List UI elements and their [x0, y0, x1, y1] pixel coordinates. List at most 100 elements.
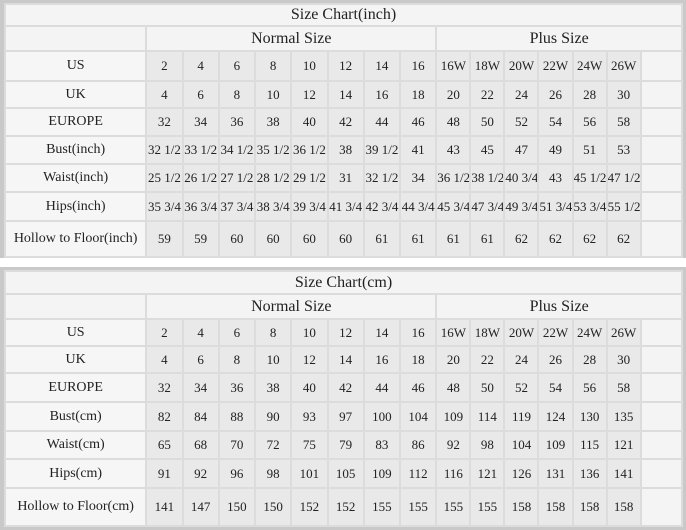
- size-value-cell: 55 1/2: [605, 191, 642, 222]
- size-value-cell: 32 1/2: [362, 163, 402, 193]
- size-value-cell: 50: [469, 372, 506, 403]
- row-label: Hips(inch): [3, 191, 148, 222]
- size-value-cell: 6: [217, 50, 257, 82]
- size-value-cell: 65: [145, 430, 184, 460]
- size-value-cell: 26: [537, 80, 574, 109]
- table-row: Hollow to Floor(inch) 59 59 60 60 60 60 61 61 61 6…: [3, 220, 684, 258]
- size-value-cell: 141: [145, 487, 184, 527]
- size-value-cell: 49: [537, 135, 574, 165]
- size-value-cell: 26 1/2: [181, 163, 220, 193]
- empty-cell: [639, 372, 684, 403]
- size-value-cell: 28: [571, 345, 608, 374]
- row-label: Waist(inch): [3, 163, 148, 193]
- size-value-cell: 43: [435, 135, 472, 165]
- size-value-cell: 86: [399, 430, 438, 460]
- size-value-cell: 22W: [537, 50, 574, 82]
- size-value-cell: 56: [571, 107, 608, 137]
- plus-size-header: Plus Size: [435, 25, 683, 52]
- size-value-cell: 83: [362, 430, 402, 460]
- size-value-cell: 109: [435, 401, 472, 432]
- size-value-cell: 97: [326, 401, 365, 432]
- size-value-cell: 14: [362, 318, 402, 347]
- size-value-cell: 31: [326, 163, 365, 193]
- size-value-cell: 124: [537, 401, 574, 432]
- size-value-cell: 20W: [503, 318, 540, 347]
- size-value-cell: 20: [435, 345, 472, 374]
- empty-cell: [639, 458, 684, 489]
- size-table: Size Chart(cm) Normal Size Plus Size US 2 4 6 8…: [3, 270, 684, 527]
- size-value-cell: 60: [290, 220, 329, 258]
- size-value-cell: 155: [399, 487, 438, 527]
- size-value-cell: 59: [145, 220, 184, 258]
- size-value-cell: 28 1/2: [254, 163, 293, 193]
- size-value-cell: 93: [290, 401, 329, 432]
- size-value-cell: 155: [435, 487, 472, 527]
- size-value-cell: 42: [326, 107, 365, 137]
- size-value-cell: 14: [326, 345, 365, 374]
- size-value-cell: 46: [399, 107, 438, 137]
- size-value-cell: 158: [503, 487, 540, 527]
- size-value-cell: 48: [435, 372, 472, 403]
- size-value-cell: 25 1/2: [145, 163, 184, 193]
- size-value-cell: 29 1/2: [290, 163, 329, 193]
- size-value-cell: 10: [290, 318, 329, 347]
- size-value-cell: 41: [399, 135, 438, 165]
- table-row: Bust(inch) 32 1/2 33 1/2 34 1/2 35 1/2 36 1/2…: [3, 135, 684, 165]
- size-value-cell: 4: [145, 80, 184, 109]
- size-value-cell: 62: [503, 220, 540, 258]
- size-value-cell: 34: [181, 372, 220, 403]
- size-value-cell: 158: [537, 487, 574, 527]
- row-label: Hollow to Floor(inch): [3, 220, 148, 258]
- empty-cell: [639, 430, 684, 460]
- size-value-cell: 12: [326, 318, 365, 347]
- size-value-cell: 35 1/2: [254, 135, 293, 165]
- size-value-cell: 52: [503, 372, 540, 403]
- size-value-cell: 6: [181, 80, 220, 109]
- size-value-cell: 16: [399, 50, 438, 82]
- size-value-cell: 30: [605, 345, 642, 374]
- size-value-cell: 10: [254, 345, 293, 374]
- size-value-cell: 34: [181, 107, 220, 137]
- size-value-cell: 150: [254, 487, 293, 527]
- size-value-cell: 6: [217, 318, 257, 347]
- size-value-cell: 91: [145, 458, 184, 489]
- size-value-cell: 62: [537, 220, 574, 258]
- size-value-cell: 82: [145, 401, 184, 432]
- size-value-cell: 152: [326, 487, 365, 527]
- size-value-cell: 47: [503, 135, 540, 165]
- size-value-cell: 104: [503, 430, 540, 460]
- size-value-cell: 38: [326, 135, 365, 165]
- empty-cell: [639, 107, 684, 137]
- size-value-cell: 60: [326, 220, 365, 258]
- size-value-cell: 38 1/2: [469, 163, 506, 193]
- size-value-cell: 109: [362, 458, 402, 489]
- table-row: Bust(cm) 82 84 88 90 93 97 100 104 109 114 119 124 13…: [3, 401, 684, 432]
- size-chart-cm: Size Chart(cm) Normal Size Plus Size US 2 4 6 8…: [0, 267, 686, 530]
- size-value-cell: 14: [362, 50, 402, 82]
- size-value-cell: 44 3/4: [399, 191, 438, 222]
- size-value-cell: 8: [217, 80, 257, 109]
- size-value-cell: 72: [254, 430, 293, 460]
- size-value-cell: 61: [399, 220, 438, 258]
- size-value-cell: 37 3/4: [217, 191, 257, 222]
- size-value-cell: 59: [181, 220, 220, 258]
- size-value-cell: 141: [605, 458, 642, 489]
- size-value-cell: 10: [290, 50, 329, 82]
- size-value-cell: 136: [571, 458, 608, 489]
- size-value-cell: 79: [326, 430, 365, 460]
- size-value-cell: 18W: [469, 50, 506, 82]
- size-value-cell: 92: [181, 458, 220, 489]
- size-value-cell: 45 1/2: [571, 163, 608, 193]
- size-value-cell: 36 1/2: [435, 163, 472, 193]
- size-value-cell: 38: [254, 372, 293, 403]
- size-value-cell: 54: [537, 107, 574, 137]
- size-value-cell: 44: [362, 107, 402, 137]
- normal-size-header: Normal Size: [145, 293, 438, 320]
- size-value-cell: 24: [503, 345, 540, 374]
- size-value-cell: 58: [605, 107, 642, 137]
- table-row: UK 4 6 8 10 12 14 16 18 20 22 24 26 28 30: [3, 345, 684, 374]
- row-label: EUROPE: [3, 372, 148, 403]
- size-value-cell: 12: [290, 345, 329, 374]
- table-row: Waist(cm) 65 68 70 72 75 79 83 86 92 98 104 109 115 12…: [3, 430, 684, 460]
- size-value-cell: 158: [605, 487, 642, 527]
